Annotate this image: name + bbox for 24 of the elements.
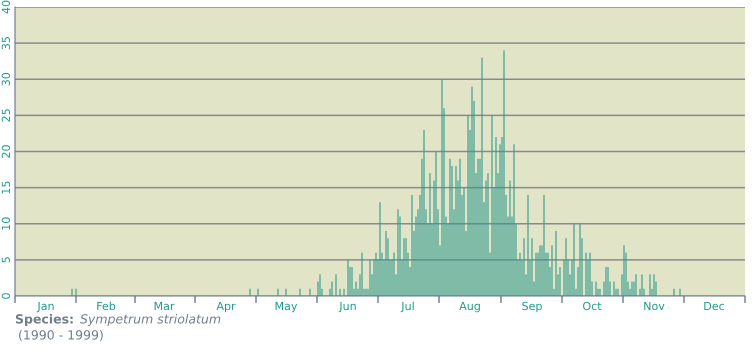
y-tick-label: 0: [2, 293, 10, 299]
x-tick-label: Oct: [583, 302, 602, 310]
y-tick-label: 10: [2, 217, 10, 230]
text: Species:: [16, 314, 73, 326]
x-tick-label: Apr: [216, 302, 236, 312]
x-tick-label: Feb: [97, 302, 116, 310]
y-tick-label: 30: [2, 72, 10, 86]
x-tick-label: Jan: [36, 302, 54, 312]
text: Sympetrum striolatum: [80, 314, 220, 326]
x-tick-label: Dec: [704, 302, 724, 310]
x-tick-label: Aug: [459, 302, 480, 312]
x-tick-label: Jul: [400, 302, 414, 312]
y-tick-label: 35: [2, 37, 10, 50]
y-tick-label: 20: [2, 145, 10, 158]
y-tick-label: 5: [2, 257, 10, 263]
y-tick-label: 40: [2, 0, 10, 14]
text: (1990 - 1999): [19, 330, 103, 342]
x-tick-label: May: [276, 302, 298, 312]
x-tick-label: Mar: [154, 302, 174, 310]
y-tick-label: 15: [2, 182, 10, 194]
x-tick-label: Nov: [644, 302, 665, 310]
y-tick-label: 25: [2, 109, 10, 122]
x-tick-label: Sep: [522, 302, 542, 312]
x-tick-label: Jun: [338, 302, 356, 312]
